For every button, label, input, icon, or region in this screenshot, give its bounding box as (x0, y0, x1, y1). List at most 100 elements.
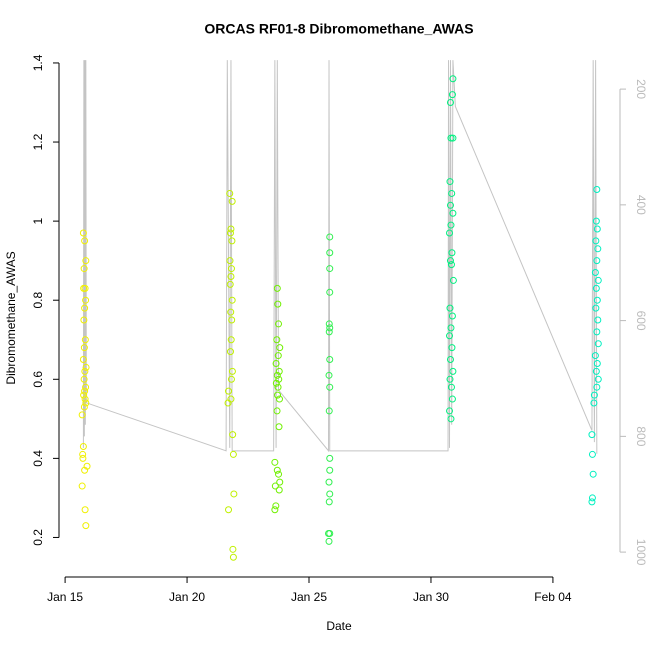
point (326, 265, 334, 273)
point (449, 75, 457, 83)
point (588, 494, 596, 502)
point (80, 403, 88, 411)
point (446, 201, 454, 209)
point (325, 320, 333, 328)
point (594, 245, 602, 253)
point (273, 371, 281, 379)
point (82, 296, 90, 304)
point (593, 296, 601, 304)
point (271, 482, 279, 490)
point (447, 261, 455, 269)
point (594, 276, 602, 284)
point (272, 502, 280, 510)
point (227, 225, 235, 233)
point (448, 395, 456, 403)
point (271, 458, 279, 466)
point (272, 379, 280, 387)
y2-tick-label: 400 (634, 195, 648, 215)
x-tick-label: Jan 25 (291, 590, 327, 604)
point (80, 391, 88, 399)
point (446, 98, 454, 106)
point (326, 249, 334, 257)
point (79, 356, 87, 364)
point (275, 423, 283, 431)
point (79, 454, 87, 462)
point (274, 383, 282, 391)
point (325, 407, 333, 415)
point (275, 395, 283, 403)
point (81, 466, 89, 474)
point (79, 229, 87, 237)
point (326, 383, 334, 391)
x-tick-label: Jan 20 (169, 590, 205, 604)
point (449, 209, 457, 217)
point (446, 178, 454, 186)
point (594, 340, 602, 348)
point (589, 470, 597, 478)
point (275, 320, 283, 328)
point (273, 466, 281, 474)
point (275, 470, 283, 478)
point (80, 284, 88, 292)
point (446, 356, 454, 364)
point (448, 91, 456, 99)
point (80, 316, 88, 324)
point (227, 272, 235, 280)
point (447, 221, 455, 229)
point (449, 134, 457, 142)
point (593, 257, 601, 265)
chart-title: ORCAS RF01-8 Dibromomethane_AWAS (204, 21, 473, 37)
point (226, 189, 234, 197)
point (224, 399, 232, 407)
point (228, 237, 236, 245)
point (326, 530, 334, 538)
y-tick-label: 0.4 (31, 450, 45, 467)
point (446, 257, 454, 265)
point (227, 375, 235, 383)
point (446, 407, 454, 415)
y-tick-label: 1.4 (31, 54, 45, 71)
point (592, 217, 600, 225)
point (229, 553, 237, 561)
point (82, 383, 90, 391)
point (593, 383, 601, 391)
point (448, 189, 456, 197)
point (588, 450, 596, 458)
y2-tick-label: 800 (634, 426, 648, 446)
x-axis-label: Date (326, 619, 352, 633)
point (590, 391, 598, 399)
point (448, 312, 456, 320)
y2-tick-label: 600 (634, 311, 648, 331)
point (592, 237, 600, 245)
point (447, 415, 455, 423)
point (78, 482, 86, 490)
point (81, 506, 89, 514)
point (229, 431, 237, 439)
point (325, 537, 333, 545)
point (226, 257, 234, 265)
point (78, 411, 86, 419)
x-tick-label: Jan 15 (47, 590, 83, 604)
point (588, 498, 596, 506)
point (326, 324, 334, 332)
x-tick-label: Feb 04 (534, 590, 572, 604)
point (79, 450, 87, 458)
point (82, 363, 90, 371)
point (590, 399, 598, 407)
y-axis-label: Dibromomethane_AWAS (4, 251, 18, 384)
point (79, 443, 87, 451)
point (80, 344, 88, 352)
point (81, 304, 89, 312)
point (228, 197, 236, 205)
point (226, 348, 234, 356)
point (80, 375, 88, 383)
y-tick-label: 0.2 (31, 529, 45, 546)
point (80, 265, 88, 273)
point (275, 486, 283, 494)
point (273, 336, 281, 344)
point (274, 352, 282, 360)
y2-tick-label: 1000 (634, 539, 648, 566)
point (593, 328, 601, 336)
point (225, 506, 233, 514)
